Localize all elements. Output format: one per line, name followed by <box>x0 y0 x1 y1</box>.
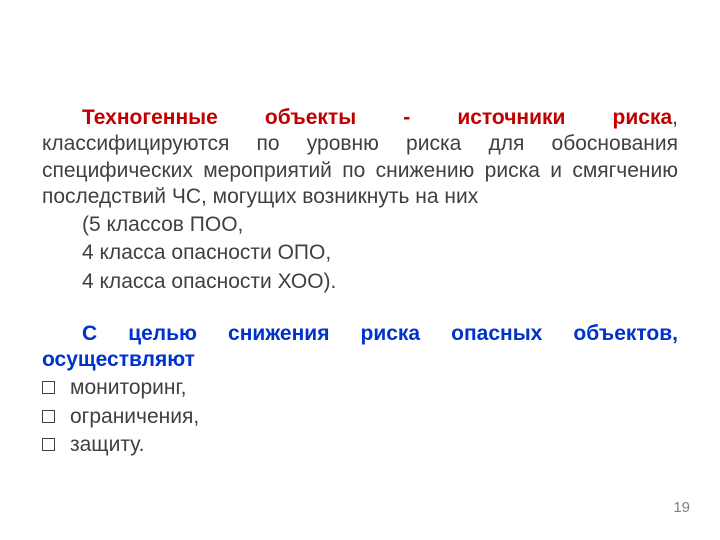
paragraph-1: Техногенные объекты - источники риска, к… <box>42 105 678 210</box>
bullet-2-text: ограничения, <box>70 405 199 428</box>
class-line-1: (5 классов ПОО, <box>82 212 678 238</box>
page-number: 19 <box>673 499 690 518</box>
bullet-3-text: защиту. <box>70 433 144 456</box>
bullet-1-text: мониторинг, <box>70 376 186 399</box>
class-line-3: 4 класса опасности ХОО). <box>82 269 678 295</box>
list-item: мониторинг, <box>42 375 678 401</box>
slide: Техногенные объекты - источники риска, к… <box>0 0 720 540</box>
class-list: (5 классов ПОО, 4 класса опасности ОПО, … <box>42 212 678 295</box>
list-item: защиту. <box>42 432 678 458</box>
square-bullet-icon <box>42 410 55 423</box>
bullet-list: мониторинг, ограничения, защиту. <box>42 375 678 458</box>
class-line-2: 4 класса опасности ОПО, <box>82 240 678 266</box>
square-bullet-icon <box>42 438 55 451</box>
paragraph-1-lead: Техногенные объекты - источники риска <box>82 106 672 129</box>
square-bullet-icon <box>42 381 55 394</box>
list-item: ограничения, <box>42 404 678 430</box>
blue-heading: С целью снижения риска опасных объектов,… <box>42 321 678 374</box>
